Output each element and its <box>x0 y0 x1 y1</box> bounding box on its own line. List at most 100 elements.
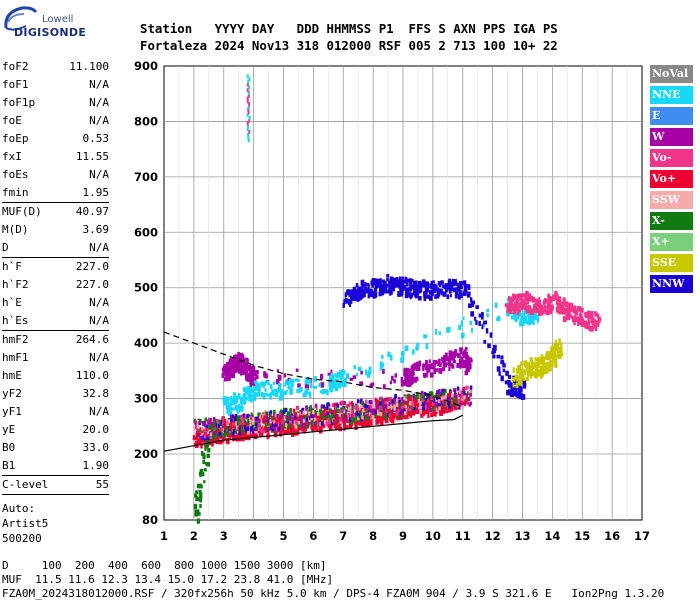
echo-mark <box>287 383 290 390</box>
echo-mark <box>349 419 353 425</box>
echo-mark <box>436 393 440 398</box>
echo-mark <box>394 394 397 399</box>
echo-mark <box>277 426 281 431</box>
echo-mark <box>198 483 203 489</box>
echo-mark <box>417 396 421 402</box>
echo-mark <box>277 417 280 422</box>
echo-mark <box>469 401 472 406</box>
echo-mark <box>251 373 255 379</box>
echo-mark <box>411 376 416 383</box>
echo-mark <box>337 408 340 413</box>
echo-mark <box>290 430 293 434</box>
model-curve-dashed <box>163 331 464 408</box>
echo-mark <box>552 348 556 355</box>
echo-mark <box>513 296 517 301</box>
echo-mark <box>381 412 386 419</box>
echo-mark <box>425 343 429 350</box>
echo-mark <box>273 388 278 394</box>
param-row: foEp 0.53 <box>2 130 109 148</box>
echo-mark <box>534 314 539 320</box>
echo-mark <box>211 427 215 432</box>
echo-mark <box>299 419 303 426</box>
echo-mark <box>510 392 515 398</box>
echo-mark <box>268 423 271 428</box>
echo-mark <box>386 278 389 282</box>
echo-mark <box>220 431 223 438</box>
echo-mark <box>205 444 209 448</box>
echo-mark <box>457 399 460 404</box>
echo-mark <box>199 468 203 474</box>
echo-mark <box>320 415 323 419</box>
echo-mark <box>236 421 240 426</box>
echo-mark <box>560 305 564 310</box>
echo-mark <box>511 376 515 381</box>
echo-mark <box>542 356 546 360</box>
echo-mark <box>277 386 281 393</box>
echo-mark <box>362 284 367 288</box>
param-row: foE N/A <box>2 112 109 130</box>
echo-mark <box>298 388 302 393</box>
echo-mark <box>391 399 395 404</box>
echo-mark <box>214 426 217 431</box>
echo-mark <box>438 362 442 367</box>
header-values: Fortaleza 2024 Nov13 318 012000 RSF 005 … <box>140 38 558 53</box>
x-tick-label: 14 <box>544 529 560 543</box>
echo-mark <box>511 386 516 392</box>
echo-mark <box>196 518 201 524</box>
echo-mark <box>449 407 452 413</box>
echo-mark <box>330 412 334 417</box>
echo-mark <box>257 385 261 391</box>
echo-mark <box>468 357 472 361</box>
echo-mark <box>522 370 526 375</box>
echo-mark <box>343 380 347 386</box>
echo-mark <box>364 415 368 420</box>
echo-mark <box>449 294 452 298</box>
echo-mark <box>327 402 330 407</box>
echo-mark <box>209 432 213 437</box>
echo-mark <box>232 428 236 433</box>
x-tick-label: 13 <box>514 529 530 543</box>
echo-mark <box>478 313 481 318</box>
echo-mark <box>365 399 368 404</box>
echo-mark <box>449 395 453 400</box>
echo-mark <box>213 434 216 439</box>
param-row: M(D) 3.69 <box>2 221 109 239</box>
echo-mark <box>282 427 287 431</box>
echo-mark <box>397 403 400 409</box>
echo-mark <box>558 338 561 345</box>
echo-mark <box>247 364 252 369</box>
echo-mark <box>348 413 352 418</box>
echo-mark <box>332 409 336 414</box>
echo-mark <box>255 416 258 421</box>
echo-mark <box>365 422 370 428</box>
echo-mark <box>225 431 228 436</box>
echo-mark <box>416 392 420 397</box>
echo-mark <box>534 311 537 318</box>
echo-mark <box>438 388 441 393</box>
echo-mark <box>558 310 562 315</box>
echo-mark <box>278 414 282 419</box>
echo-mark <box>232 417 236 422</box>
echo-mark <box>340 400 344 405</box>
echo-mark <box>361 292 365 298</box>
echo-mark <box>350 409 354 414</box>
echo-mark <box>443 363 447 368</box>
echo-mark <box>370 416 373 421</box>
echo-mark <box>406 374 410 378</box>
echo-mark <box>357 366 362 372</box>
echo-mark <box>320 404 324 409</box>
echo-mark <box>294 419 298 424</box>
echo-mark <box>401 404 404 409</box>
echo-mark <box>377 411 380 416</box>
echo-mark <box>404 375 407 382</box>
echo-mark <box>389 290 393 295</box>
echo-mark <box>229 432 232 437</box>
echo-mark <box>526 321 530 325</box>
param-row: D N/A <box>2 239 109 257</box>
echo-mark <box>518 293 521 298</box>
echo-mark <box>274 422 277 427</box>
echo-mark <box>329 416 333 421</box>
echo-mark <box>203 422 207 427</box>
legend-item-ssw: SSW <box>650 191 693 209</box>
echo-mark <box>470 311 475 317</box>
